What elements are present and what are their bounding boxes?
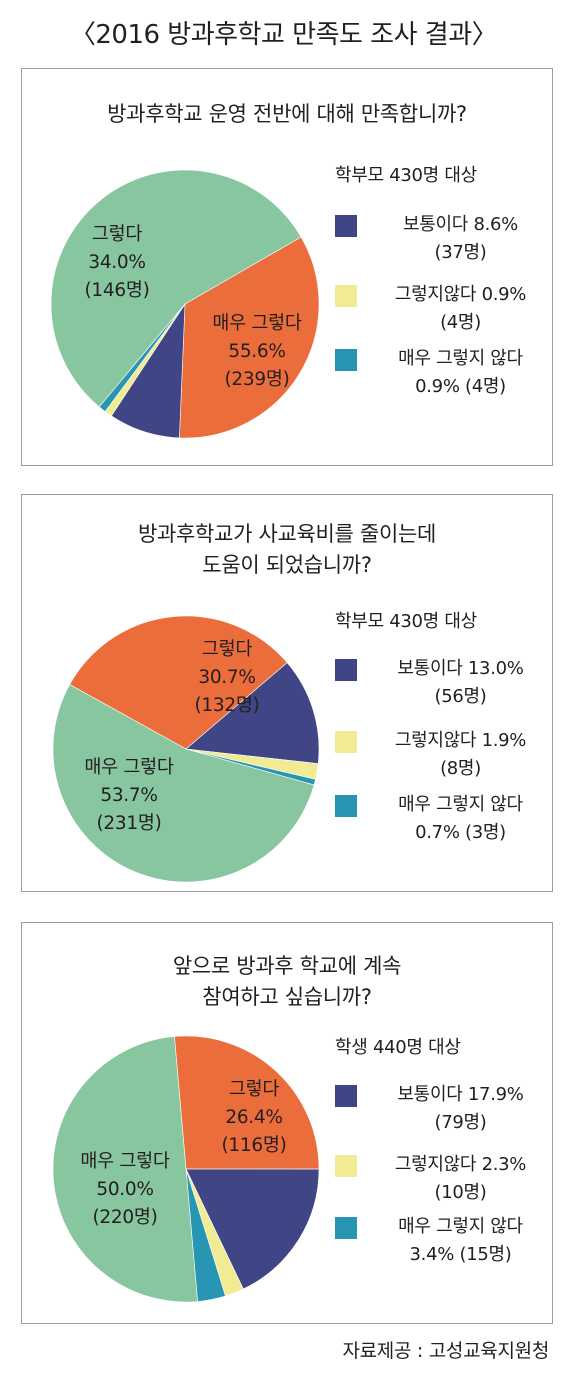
chart-2-swatch-dissatisfied <box>335 731 357 753</box>
chart-3-legend-dissatisfied-line2: (10명) <box>434 1182 487 1203</box>
source-credit: 자료제공 : 고성교육지원청 <box>342 1340 549 1362</box>
chart-3-label-very-satisfied-count: (220명) <box>92 1207 158 1228</box>
chart-2-swatch-very-dissatisfied <box>335 795 357 817</box>
chart-3-label-satisfied-name: 그렇다 <box>228 1079 280 1100</box>
chart-2-label-very-satisfied: 매우 그렇다 53.7% (231명) <box>54 754 204 838</box>
chart-2-label-very-satisfied-percent: 53.7% <box>100 785 158 806</box>
chart-3-swatch-dissatisfied <box>335 1155 357 1177</box>
chart-2-label-satisfied-count: (132명) <box>194 695 260 716</box>
chart-3-swatch-neutral <box>335 1085 357 1107</box>
chart-1-label-satisfied-count: (146명) <box>84 280 150 301</box>
chart-2-pie <box>52 615 320 883</box>
chart-1-legend-very-dissatisfied-line2: 0.9% (4명) <box>415 376 506 397</box>
chart-3-legend-very-dissatisfied-line2: 3.4% (15명) <box>409 1244 512 1265</box>
chart-2-label-satisfied-name: 그렇다 <box>201 639 253 660</box>
chart-2-label-very-satisfied-name: 매우 그렇다 <box>84 757 174 778</box>
chart-3-legend-very-dissatisfied-text: 매우 그렇지 않다 3.4% (15명) <box>368 1213 553 1269</box>
chart-1-label-satisfied-name: 그렇다 <box>91 224 143 245</box>
chart-1-legend-very-dissatisfied: 매우 그렇지 않다 0.9% (4명) <box>335 345 550 405</box>
chart-1-label-very-satisfied-count: (239명) <box>224 369 290 390</box>
chart-3-swatch-very-dissatisfied <box>335 1217 357 1239</box>
chart-2-legend-dissatisfied: 그렇지않다 1.9% (8명) <box>335 727 550 787</box>
chart-2-label-very-satisfied-count: (231명) <box>96 813 162 834</box>
chart-1-target: 학부모 430명 대상 <box>335 165 477 186</box>
chart-3-slice-neutral <box>185 1168 320 1290</box>
chart-3-slice-satisfied <box>174 1035 320 1170</box>
chart-panel-1: 방과후학교 운영 전반에 대해 만족합니까? 그렇다 34.0% (146명) … <box>21 68 553 466</box>
chart-3-legend-neutral-line2: (79명) <box>434 1112 487 1133</box>
chart-3-legend-very-dissatisfied-line1: 매우 그렇지 않다 <box>398 1216 523 1237</box>
chart-1-legend-very-dissatisfied-line1: 매우 그렇지 않다 <box>398 348 523 369</box>
chart-3-legend-dissatisfied-line1: 그렇지않다 2.3% <box>394 1154 527 1175</box>
chart-1-title: 방과후학교 운영 전반에 대해 만족합니까? <box>107 102 467 126</box>
chart-2-legend-dissatisfied-text: 그렇지않다 1.9% (8명) <box>368 727 553 783</box>
chart-3-pie <box>52 1035 320 1303</box>
chart-3-target: 학생 440명 대상 <box>335 1037 461 1058</box>
chart-3-legend-neutral-line1: 보통이다 17.9% <box>397 1084 524 1105</box>
chart-2-legend-neutral: 보통이다 13.0% (56명) <box>335 655 550 715</box>
chart-panel-2: 방과후학교가 사교육비를 줄이는데 도움이 되었습니까? 그렇다 30.7% (… <box>21 494 553 892</box>
chart-1-swatch-neutral <box>335 215 357 237</box>
chart-3-title-line1: 앞으로 방과후 학교에 계속 <box>172 954 402 978</box>
chart-2-legend-very-dissatisfied-line1: 매우 그렇지 않다 <box>398 794 523 815</box>
chart-1-legend-neutral-line2: (37명) <box>434 242 487 263</box>
chart-3-title-line2: 참여하고 싶습니까? <box>202 985 372 1009</box>
chart-2-title: 방과후학교가 사교육비를 줄이는데 도움이 되었습니까? <box>22 519 552 581</box>
chart-1-legend-very-dissatisfied-text: 매우 그렇지 않다 0.9% (4명) <box>368 345 553 401</box>
chart-2-legend-dissatisfied-line1: 그렇지않다 1.9% <box>394 730 527 751</box>
page-title: 〈2016 방과후학교 만족도 조사 결과〉 <box>69 20 498 50</box>
chart-3-legend-dissatisfied-text: 그렇지않다 2.3% (10명) <box>368 1151 553 1207</box>
chart-1-swatch-dissatisfied <box>335 285 357 307</box>
chart-2-slice-neutral <box>185 662 320 764</box>
chart-2-legend-very-dissatisfied-line2: 0.7% (3명) <box>415 822 506 843</box>
chart-3-label-very-satisfied-percent: 50.0% <box>96 1179 154 1200</box>
chart-panel-3: 앞으로 방과후 학교에 계속 참여하고 싶습니까? 그렇다 26.4% (116… <box>21 922 553 1324</box>
chart-1-legend-dissatisfied-text: 그렇지않다 0.9% (4명) <box>368 281 553 337</box>
chart-3-label-very-satisfied-name: 매우 그렇다 <box>80 1151 170 1172</box>
chart-1-legend-dissatisfied-line2: (4명) <box>440 312 481 333</box>
chart-2-title-line2: 도움이 되었습니까? <box>202 553 372 577</box>
chart-2-legend-dissatisfied-line2: (8명) <box>440 758 481 779</box>
chart-2-legend-very-dissatisfied-text: 매우 그렇지 않다 0.7% (3명) <box>368 791 553 847</box>
chart-1-pie <box>50 169 320 439</box>
chart-2-legend-very-dissatisfied: 매우 그렇지 않다 0.7% (3명) <box>335 791 550 851</box>
chart-1-legend-neutral-text: 보통이다 8.6% (37명) <box>368 211 553 267</box>
chart-2-legend-neutral-text: 보통이다 13.0% (56명) <box>368 655 553 711</box>
chart-2-slice-very-satisfied <box>52 684 315 883</box>
chart-2-slice-satisfied <box>69 615 288 750</box>
chart-1-legend-dissatisfied: 그렇지않다 0.9% (4명) <box>335 281 550 341</box>
chart-1-label-satisfied: 그렇다 34.0% (146명) <box>52 221 182 305</box>
chart-3-legend-neutral: 보통이다 17.9% (79명) <box>335 1081 550 1141</box>
chart-3-label-satisfied: 그렇다 26.4% (116명) <box>189 1076 319 1160</box>
chart-3-title: 앞으로 방과후 학교에 계속 참여하고 싶습니까? <box>22 951 552 1013</box>
chart-1-label-very-satisfied: 매우 그렇다 55.6% (239명) <box>172 310 342 394</box>
chart-2-legend-neutral-line2: (56명) <box>434 686 487 707</box>
chart-1-legend-dissatisfied-line1: 그렇지않다 0.9% <box>394 284 527 305</box>
chart-3-label-satisfied-count: (116명) <box>221 1135 287 1156</box>
chart-1-legend-neutral: 보통이다 8.6% (37명) <box>335 211 550 271</box>
chart-3-legend-neutral-text: 보통이다 17.9% (79명) <box>368 1081 553 1137</box>
chart-1-label-very-satisfied-name: 매우 그렇다 <box>212 313 302 334</box>
chart-2-swatch-neutral <box>335 659 357 681</box>
chart-3-label-satisfied-percent: 26.4% <box>225 1107 283 1128</box>
chart-2-label-satisfied-percent: 30.7% <box>198 667 256 688</box>
chart-1-swatch-very-dissatisfied <box>335 349 357 371</box>
chart-2-target: 학부모 430명 대상 <box>335 611 477 632</box>
chart-1-label-very-satisfied-percent: 55.6% <box>228 341 286 362</box>
chart-3-legend-dissatisfied: 그렇지않다 2.3% (10명) <box>335 1151 550 1211</box>
chart-2-label-satisfied: 그렇다 30.7% (132명) <box>162 636 292 720</box>
chart-3-label-very-satisfied: 매우 그렇다 50.0% (220명) <box>50 1148 200 1232</box>
chart-1-label-satisfied-percent: 34.0% <box>88 252 146 273</box>
chart-2-legend-neutral-line1: 보통이다 13.0% <box>397 658 524 679</box>
chart-3-legend-very-dissatisfied: 매우 그렇지 않다 3.4% (15명) <box>335 1213 550 1273</box>
chart-1-legend-neutral-line1: 보통이다 8.6% <box>403 214 518 235</box>
chart-1-slice-very-satisfied <box>50 169 302 408</box>
chart-3-slice-very-satisfied <box>52 1036 198 1303</box>
chart-2-title-line1: 방과후학교가 사교육비를 줄이는데 <box>137 522 437 546</box>
